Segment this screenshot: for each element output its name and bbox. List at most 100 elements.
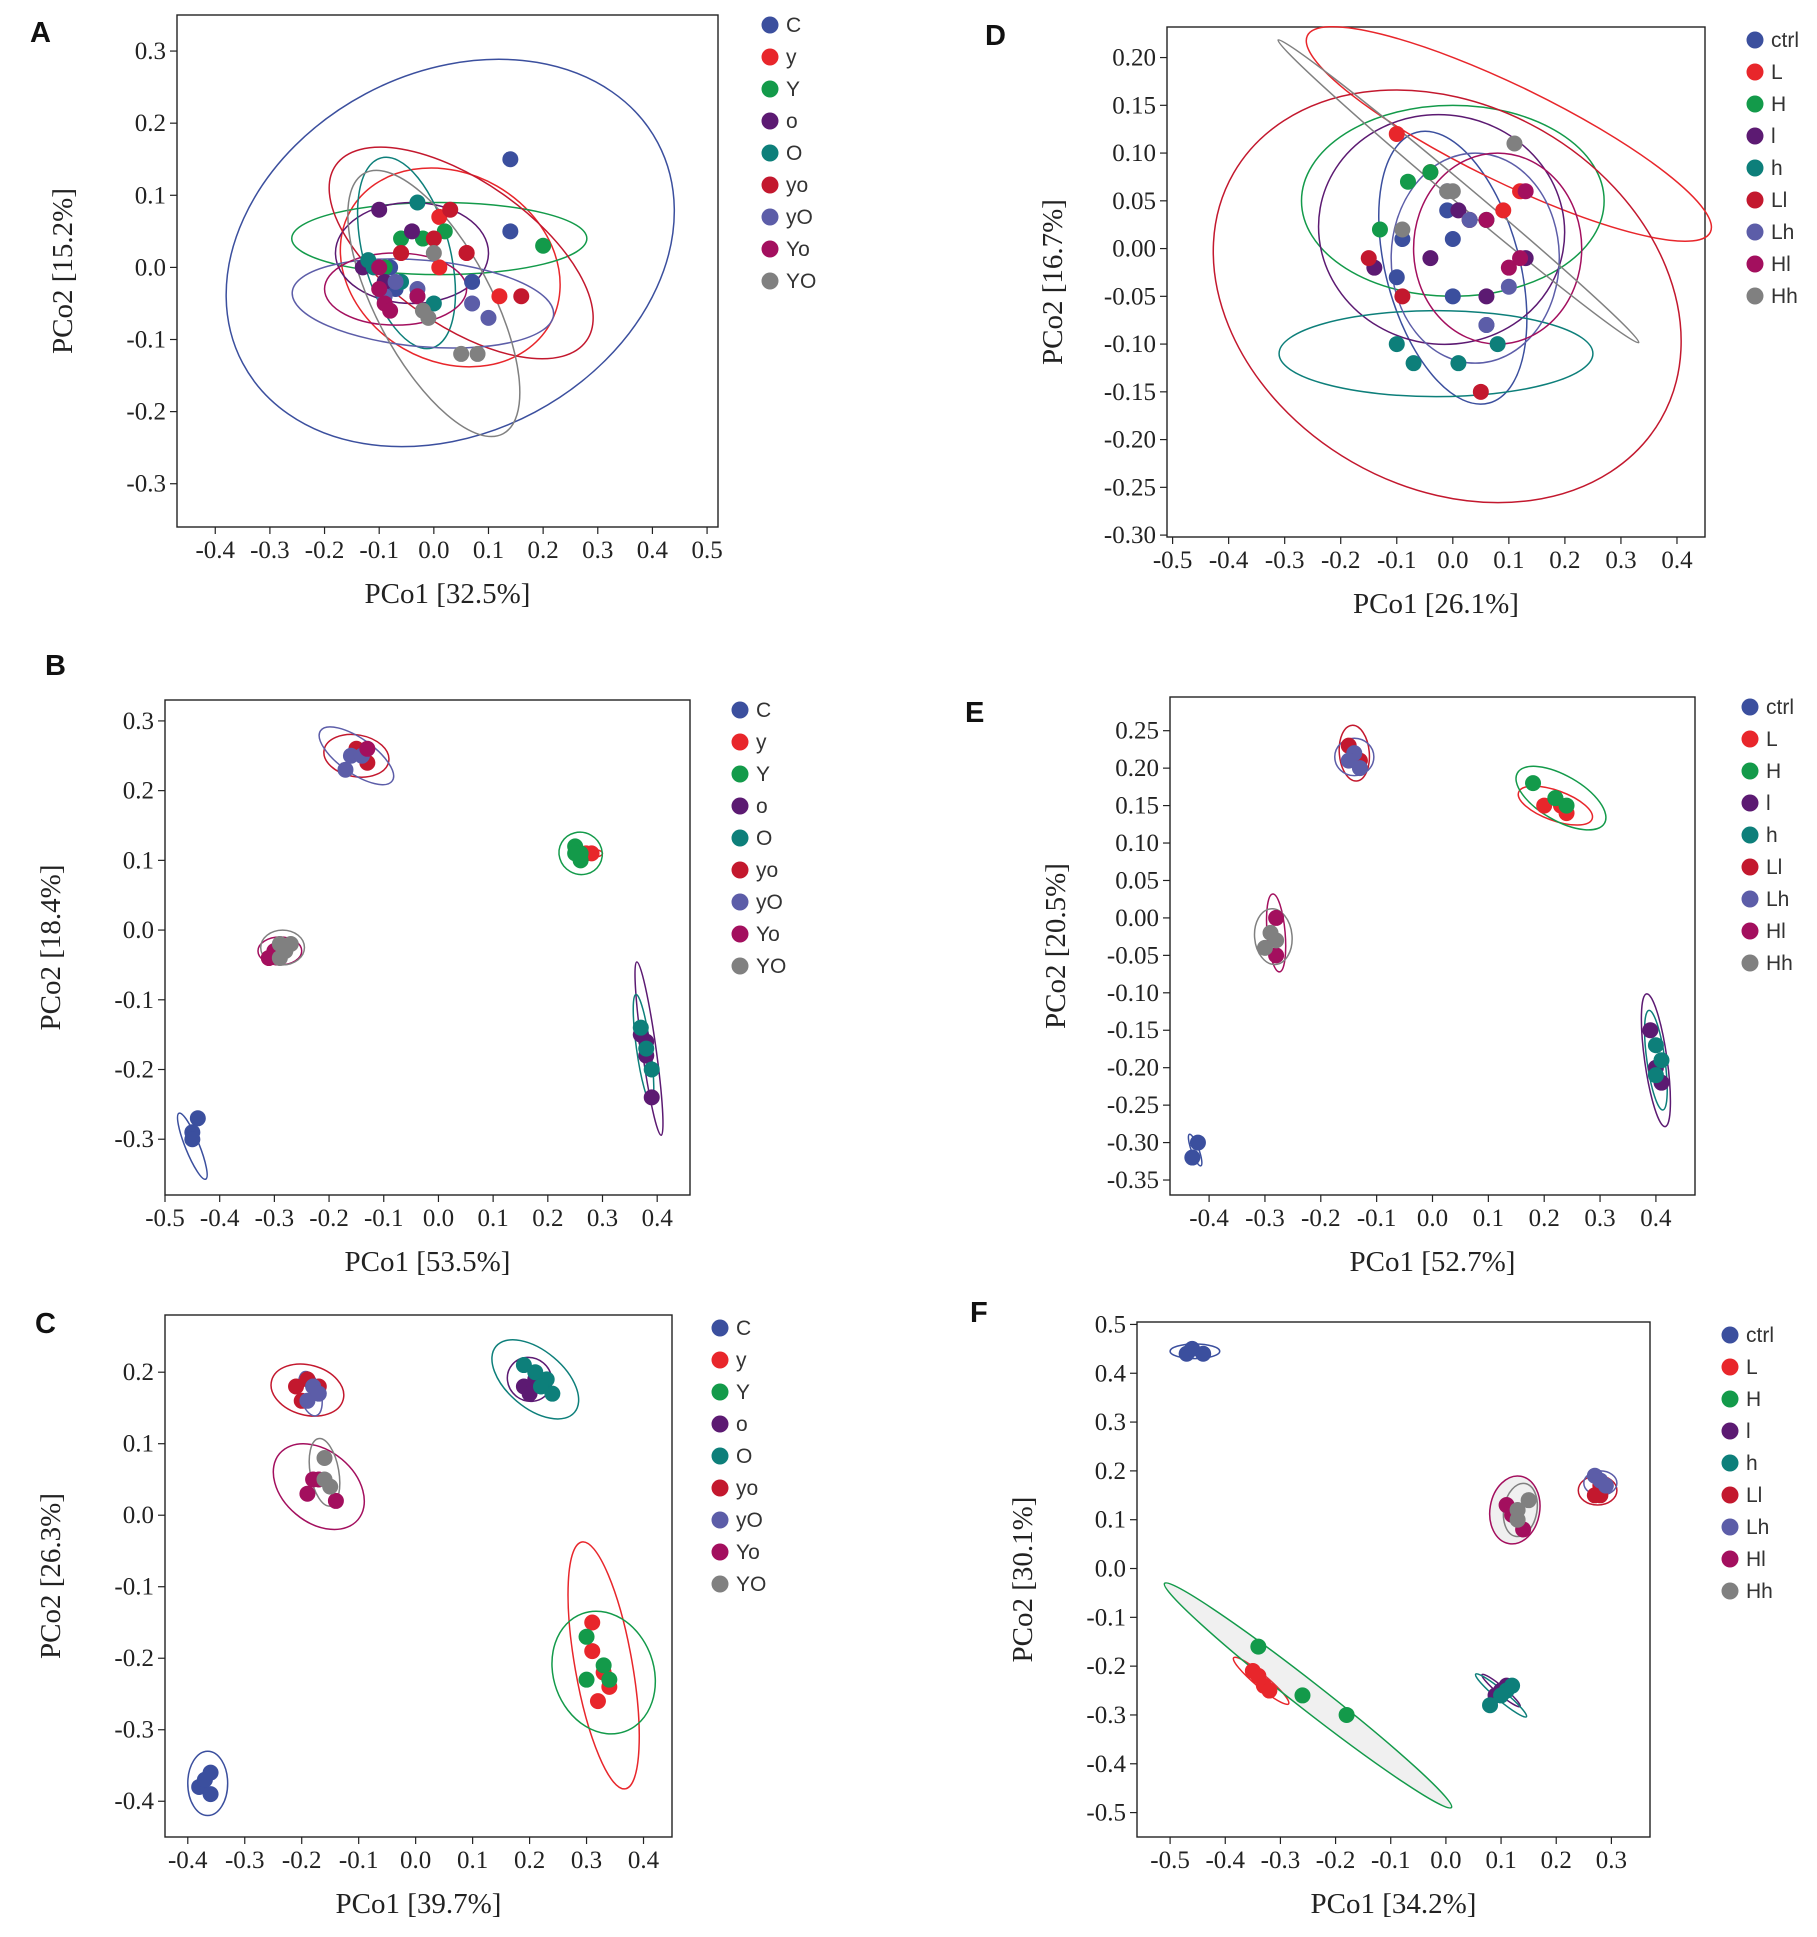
legend-label-H: H <box>1771 93 1786 116</box>
data-point-Hh <box>1256 939 1273 956</box>
x-tick-label: -0.4 <box>200 1205 240 1232</box>
data-point-yO <box>480 309 497 326</box>
data-point-Yo <box>382 302 399 319</box>
panel-label: D <box>985 20 1006 52</box>
legend-label-O: O <box>736 1445 752 1468</box>
y-tick-label: -0.30 <box>1104 522 1156 549</box>
legend-marker-L <box>1746 63 1764 81</box>
confidence-ellipse-Lh <box>1390 152 1561 364</box>
data-point-y <box>584 1614 601 1631</box>
legend-marker-C <box>731 701 749 719</box>
y-tick-label: -0.30 <box>1107 1130 1159 1157</box>
legend-marker-H <box>1721 1390 1739 1408</box>
data-point-Y <box>567 845 584 862</box>
y-tick-label: -0.10 <box>1107 980 1159 1007</box>
y-tick-label: 0.00 <box>1112 236 1156 263</box>
legend-label-Lh: Lh <box>1771 221 1794 244</box>
x-tick-label: 0.1 <box>1493 547 1524 574</box>
y-tick-label: -0.10 <box>1104 331 1156 358</box>
x-tick-label: 0.3 <box>571 1847 602 1874</box>
x-tick-label: -0.5 <box>145 1205 185 1232</box>
data-point-C <box>202 1786 219 1803</box>
legend-marker-C <box>761 16 779 34</box>
y-tick-label: 0.4 <box>1095 1360 1127 1387</box>
y-tick-label: 0.0 <box>123 1502 154 1529</box>
legend-label-o: o <box>756 795 768 818</box>
x-tick-label: 0.1 <box>457 1847 488 1874</box>
x-tick-label: -0.2 <box>1316 1847 1356 1874</box>
x-tick-label: 0.0 <box>1430 1847 1461 1874</box>
y-tick-label: -0.4 <box>114 1788 154 1815</box>
y-tick-label: -0.1 <box>1086 1604 1126 1631</box>
panel-e: E -0.4 -0.3 -0.2 -0.1 0.0 0.1 0.2 0.3 0.4 -0.35 -0.… <box>965 696 1794 1278</box>
legend-label-O: O <box>786 142 802 165</box>
confidence-ellipse-O <box>491 1339 580 1420</box>
data-point-O <box>632 1019 649 1036</box>
y-axis-title: PCo2 [20.5%] <box>1040 863 1072 1029</box>
plot-frame <box>1136 1321 1651 1838</box>
data-point-YO <box>469 345 486 362</box>
panel-d: D -0.5 -0.4 -0.3 -0.2 -0.1 0.0 0.1 0.2 0.3 0.4 -0.3… <box>985 20 1799 620</box>
y-tick-label: 0.2 <box>123 1359 154 1386</box>
legend-label-L: L <box>1746 1356 1758 1379</box>
panel-a: A-0.4 -0.3 -0.2 -0.1 0.0 0.1 0.2 0.3 0.4 0.5-0.3-… <box>30 14 816 610</box>
x-tick-label: -0.3 <box>1261 1847 1301 1874</box>
data-point-l <box>1478 288 1495 305</box>
data-point-Y <box>578 1671 595 1688</box>
data-point-ctrl <box>1189 1134 1206 1151</box>
x-tick-label: -0.1 <box>359 537 399 564</box>
legend-marker-ctrl <box>1741 698 1759 716</box>
data-point-Lh <box>1351 760 1368 777</box>
x-tick-label: 0.4 <box>1661 547 1693 574</box>
y-axis-title: PCo2 [16.7%] <box>1037 199 1069 365</box>
x-tick-label: 0.3 <box>1596 1847 1627 1874</box>
confidence-ellipse-Lh <box>1334 737 1375 777</box>
x-tick-label: 0.1 <box>478 1205 509 1232</box>
data-point-yo <box>442 201 459 218</box>
y-tick-label: 0.1 <box>135 182 166 209</box>
legend-label-Ll: Ll <box>1766 856 1782 879</box>
y-tick-label: -0.2 <box>126 399 166 426</box>
legend-marker-H <box>1746 95 1764 113</box>
legend-marker-Ll <box>1721 1486 1739 1504</box>
data-point-Hh <box>1509 1511 1526 1528</box>
panel-c: C -0.4 -0.3 -0.2 -0.1 0.0 0.1 0.2 0.3 0.4 -0.4 -0.3… <box>35 1308 766 1920</box>
confidence-ellipse-Ll <box>1338 724 1371 782</box>
data-point-Y <box>578 1628 595 1645</box>
data-point-Yo <box>299 1485 316 1502</box>
legend-label-ctrl: ctrl <box>1771 29 1799 52</box>
y-tick-label: -0.25 <box>1107 1092 1159 1119</box>
legend-label-Hl: Hl <box>1746 1548 1766 1571</box>
data-point-h <box>1653 1052 1670 1069</box>
y-tick-label: 0.10 <box>1115 830 1159 857</box>
legend-marker-H <box>1741 762 1759 780</box>
confidence-ellipse-C <box>187 1750 229 1817</box>
y-axis-title: PCo2 [26.3%] <box>35 1493 67 1659</box>
legend-label-ctrl: ctrl <box>1746 1324 1774 1347</box>
data-point-C <box>184 1131 201 1148</box>
data-point-C <box>189 1110 206 1127</box>
y-tick-label: -0.15 <box>1104 379 1156 406</box>
x-tick-label: -0.4 <box>1205 1847 1245 1874</box>
data-point-O <box>532 1378 549 1395</box>
data-point-yo <box>288 1378 305 1395</box>
confidence-ellipse-ctrl <box>1378 130 1528 405</box>
y-tick-label: -0.25 <box>1104 474 1156 501</box>
data-point-yO <box>464 295 481 312</box>
y-tick-label: 0.05 <box>1112 188 1156 215</box>
x-tick-label: 0.3 <box>582 537 613 564</box>
y-tick-label: -0.2 <box>114 1057 154 1084</box>
legend-label-h: h <box>1746 1452 1758 1475</box>
legend-label-H: H <box>1766 760 1781 783</box>
x-tick-label: 0.4 <box>1640 1205 1672 1232</box>
data-point-YO <box>322 1478 339 1495</box>
legend-label-YO: YO <box>756 955 786 978</box>
data-point-Y <box>535 237 552 254</box>
legend-marker-Hh <box>1721 1582 1739 1600</box>
legend-label-yo: yo <box>786 174 808 197</box>
y-tick-label: -0.20 <box>1107 1055 1159 1082</box>
y-tick-label: -0.3 <box>114 1717 154 1744</box>
legend-marker-l <box>1721 1422 1739 1440</box>
x-tick-label: -0.4 <box>195 537 235 564</box>
data-point-ctrl <box>1439 202 1456 219</box>
